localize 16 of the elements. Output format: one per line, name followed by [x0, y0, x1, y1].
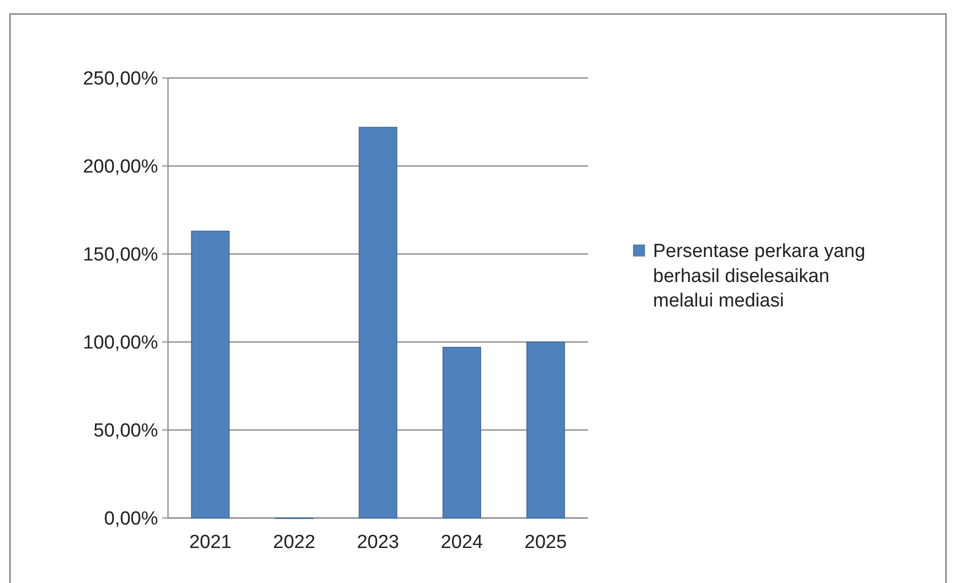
y-tick-label: 100,00%	[82, 332, 158, 354]
bar	[526, 342, 565, 518]
y-tick-label: 250,00%	[82, 68, 158, 90]
x-tick-label: 2021	[189, 532, 232, 553]
x-tick-label: 2022	[273, 532, 316, 553]
y-tick-label: 0,00%	[104, 508, 158, 530]
x-tick-label: 2024	[440, 532, 484, 553]
bar	[358, 126, 398, 518]
bar	[442, 346, 482, 518]
y-tick-label: 150,00%	[82, 244, 158, 266]
bar	[191, 230, 230, 518]
y-tick-label: 50,00%	[94, 420, 158, 442]
y-tick-label: 200,00%	[82, 156, 158, 178]
x-tick-label: 2025	[524, 532, 567, 553]
legend-label: Persentase perkara yang berhasil diselesaikan melalui mediasi	[653, 241, 866, 312]
x-tick-label: 2023	[356, 532, 400, 553]
